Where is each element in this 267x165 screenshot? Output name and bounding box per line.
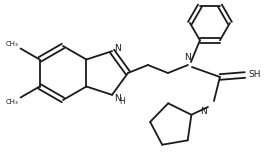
Text: H: H xyxy=(119,97,125,106)
Text: N: N xyxy=(200,107,207,116)
Text: SH: SH xyxy=(248,70,260,80)
Text: CH₃: CH₃ xyxy=(6,99,19,105)
Text: N: N xyxy=(114,94,121,103)
Text: N: N xyxy=(114,44,121,53)
Text: CH₃: CH₃ xyxy=(6,40,19,47)
Text: N: N xyxy=(184,53,191,62)
